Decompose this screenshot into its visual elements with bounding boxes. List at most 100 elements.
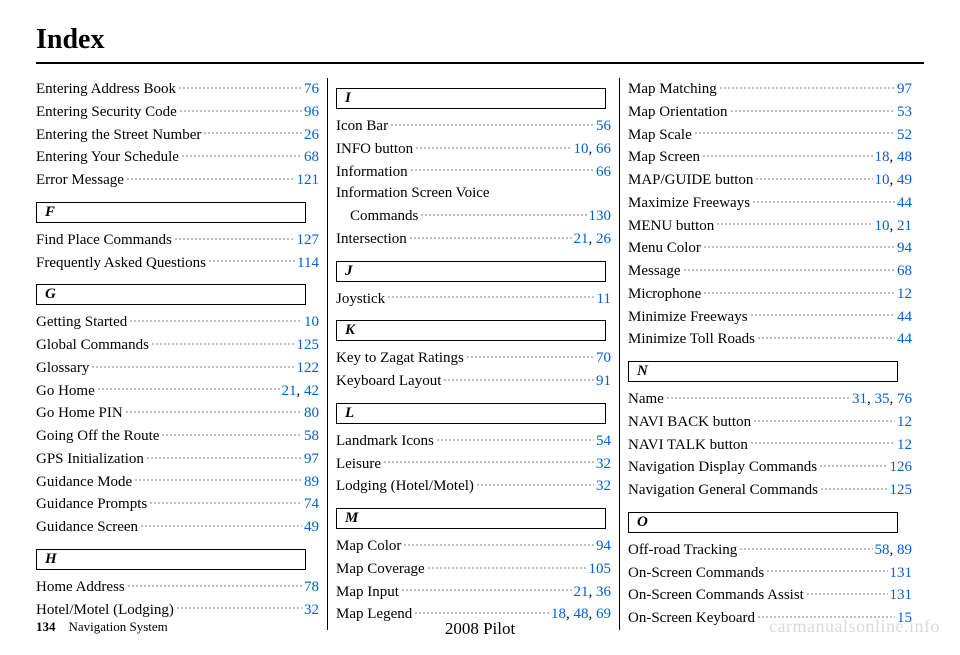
page-link[interactable]: 31	[852, 391, 867, 407]
page-link[interactable]: 66	[596, 141, 611, 157]
page-link[interactable]: 44	[897, 195, 912, 211]
page-link[interactable]: 26	[304, 127, 319, 143]
leader-dots	[146, 448, 302, 463]
page-link[interactable]: 66	[596, 164, 611, 180]
page-link[interactable]: 21	[574, 231, 589, 247]
entry-pages: 94	[897, 238, 912, 260]
index-entry: Leisure32	[336, 453, 611, 476]
letter-heading: J	[336, 261, 606, 282]
leader-dots	[127, 576, 302, 591]
page-link[interactable]: 48	[897, 149, 912, 165]
page-link[interactable]: 78	[304, 579, 319, 595]
entry-label: On-Screen Commands Assist	[628, 585, 804, 607]
page-link[interactable]: 68	[897, 263, 912, 279]
page-link[interactable]: 91	[596, 373, 611, 389]
page-link[interactable]: 21	[574, 584, 589, 600]
page-link[interactable]: 21	[282, 383, 297, 399]
page-link[interactable]: 76	[304, 81, 319, 97]
page-link[interactable]: 68	[304, 149, 319, 165]
entry-pages: 56	[596, 116, 611, 138]
entry-pages: 26	[304, 125, 319, 147]
entry-pages: 31, 35, 76	[852, 389, 912, 411]
page-link[interactable]: 12	[897, 437, 912, 453]
page-link[interactable]: 21	[897, 218, 912, 234]
page-link[interactable]: 10	[875, 218, 890, 234]
page-link[interactable]: 130	[589, 208, 612, 224]
entry-pages: 131	[890, 563, 913, 585]
page-link[interactable]: 44	[897, 309, 912, 325]
index-entry: Menu Color94	[628, 237, 912, 260]
page-link[interactable]: 76	[897, 391, 912, 407]
page-link[interactable]: 53	[897, 104, 912, 120]
page-link[interactable]: 12	[897, 286, 912, 302]
letter-heading: G	[36, 284, 306, 305]
page-link[interactable]: 12	[897, 414, 912, 430]
leader-dots	[819, 456, 887, 471]
leader-dots	[750, 306, 895, 321]
index-entry: Error Message121	[36, 169, 319, 192]
entry-label: Information	[336, 162, 408, 184]
page-link[interactable]: 125	[890, 482, 913, 498]
index-entry: Guidance Screen49	[36, 516, 319, 539]
leader-dots	[703, 283, 895, 298]
leader-dots	[401, 581, 572, 596]
page-link[interactable]: 89	[897, 542, 912, 558]
page-link[interactable]: 54	[596, 433, 611, 449]
page-link[interactable]: 114	[297, 255, 319, 271]
entry-pages: 18, 48	[875, 147, 913, 169]
page-link[interactable]: 32	[596, 478, 611, 494]
page-link[interactable]: 32	[304, 602, 319, 618]
entry-label: Entering Your Schedule	[36, 147, 179, 169]
entry-pages: 10, 21	[875, 216, 913, 238]
page-link[interactable]: 10	[304, 314, 319, 330]
page-link[interactable]: 97	[304, 451, 319, 467]
leader-dots	[97, 380, 280, 395]
entry-label: Going Off the Route	[36, 426, 159, 448]
page-link[interactable]: 58	[304, 428, 319, 444]
page-link[interactable]: 94	[596, 538, 611, 554]
page-link[interactable]: 131	[890, 587, 913, 603]
entry-label: Microphone	[628, 284, 701, 306]
page: Index Entering Address Book76Entering Se…	[0, 0, 960, 655]
page-link[interactable]: 36	[596, 584, 611, 600]
entry-pages: 12	[897, 412, 912, 434]
page-link[interactable]: 80	[304, 405, 319, 421]
page-link[interactable]: 18	[875, 149, 890, 165]
page-link[interactable]: 52	[897, 127, 912, 143]
index-entry: Minimize Freeways44	[628, 306, 912, 329]
page-link[interactable]: 125	[297, 337, 320, 353]
page-link[interactable]: 94	[897, 240, 912, 256]
page-link[interactable]: 121	[297, 172, 320, 188]
entry-label: Map Input	[336, 582, 399, 604]
page-link[interactable]: 122	[297, 360, 320, 376]
page-link[interactable]: 97	[897, 81, 912, 97]
leader-dots	[752, 192, 895, 207]
page-link[interactable]: 96	[304, 104, 319, 120]
page-link[interactable]: 127	[297, 232, 320, 248]
page-link[interactable]: 26	[596, 231, 611, 247]
page-link[interactable]: 58	[875, 542, 890, 558]
leader-dots	[176, 599, 302, 614]
page-link[interactable]: 131	[890, 565, 913, 581]
page-link[interactable]: 49	[304, 519, 319, 535]
page-link[interactable]: 89	[304, 474, 319, 490]
leader-dots	[427, 558, 587, 573]
page-link[interactable]: 10	[574, 141, 589, 157]
page-link[interactable]: 42	[304, 383, 319, 399]
page-link[interactable]: 11	[597, 291, 611, 307]
page-link[interactable]: 10	[875, 172, 890, 188]
leader-dots	[443, 370, 594, 385]
page-link[interactable]: 49	[897, 172, 912, 188]
page-link[interactable]: 44	[897, 331, 912, 347]
entry-label: Guidance Prompts	[36, 494, 147, 516]
page-link[interactable]: 105	[589, 561, 612, 577]
page-link[interactable]: 70	[596, 350, 611, 366]
page-link[interactable]: 56	[596, 118, 611, 134]
page-link[interactable]: 74	[304, 496, 319, 512]
index-entry: Entering the Street Number26	[36, 124, 319, 147]
page-link[interactable]: 32	[596, 456, 611, 472]
index-entry: Global Commands125	[36, 334, 319, 357]
page-link[interactable]: 126	[890, 459, 913, 475]
page-link[interactable]: 35	[875, 391, 890, 407]
index-entry: Home Address78	[36, 576, 319, 599]
